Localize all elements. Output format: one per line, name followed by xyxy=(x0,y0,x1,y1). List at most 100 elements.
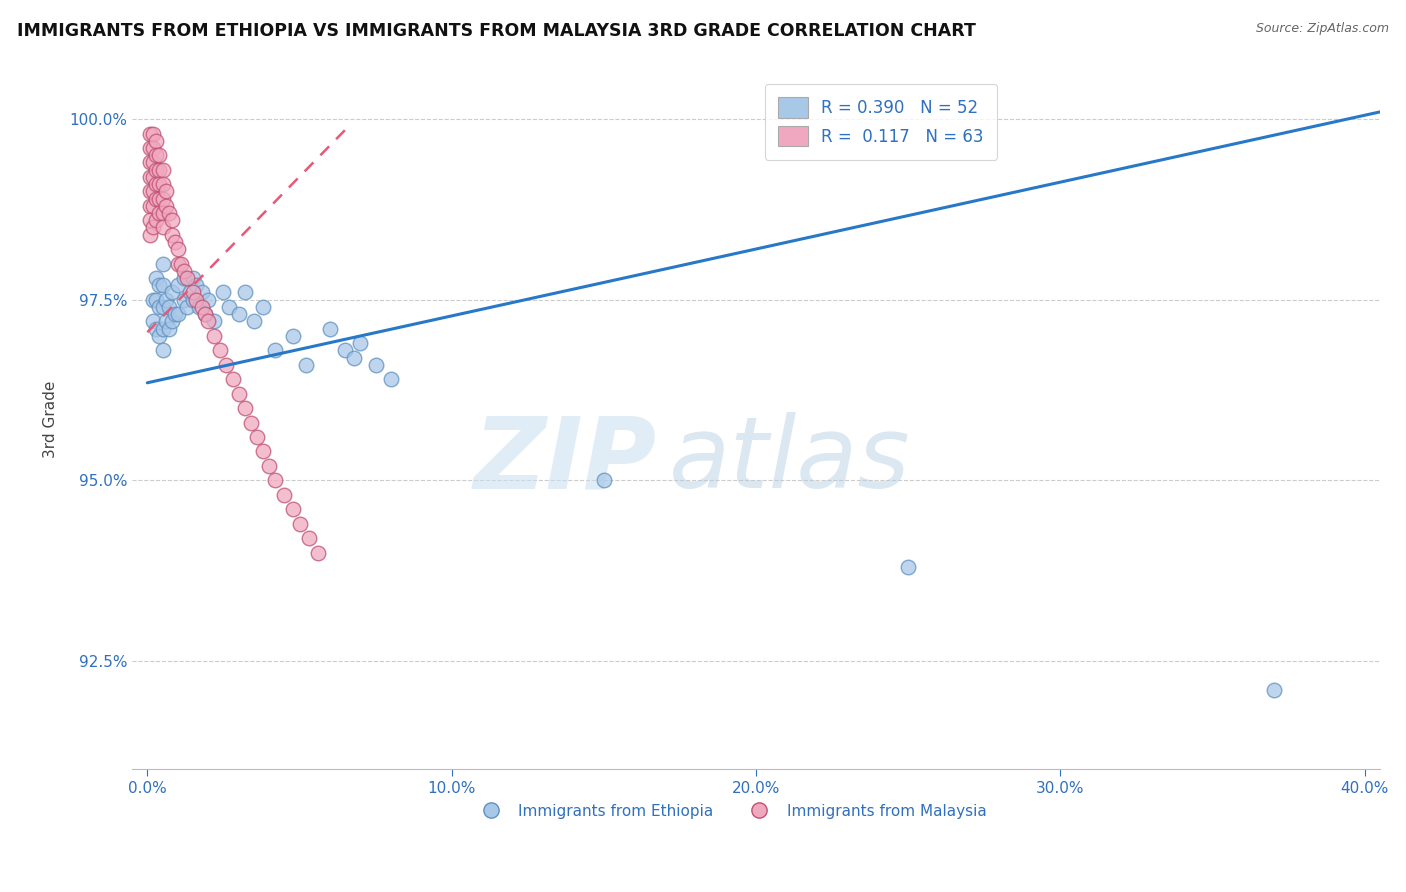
Point xyxy=(228,307,250,321)
Point xyxy=(233,401,256,415)
Point xyxy=(145,213,167,227)
Point xyxy=(233,285,256,300)
Point xyxy=(176,300,198,314)
Point xyxy=(191,285,214,300)
Point xyxy=(202,328,225,343)
Point xyxy=(142,127,165,141)
Point xyxy=(209,343,232,358)
Point xyxy=(239,416,262,430)
Point xyxy=(152,300,174,314)
Point xyxy=(145,148,167,162)
Point xyxy=(139,185,162,199)
Point xyxy=(142,220,165,235)
Point xyxy=(148,328,170,343)
Point xyxy=(166,256,188,270)
Point xyxy=(148,148,170,162)
Point xyxy=(139,169,162,184)
Point xyxy=(212,285,235,300)
Point xyxy=(148,162,170,177)
Point xyxy=(160,227,183,242)
Text: IMMIGRANTS FROM ETHIOPIA VS IMMIGRANTS FROM MALAYSIA 3RD GRADE CORRELATION CHART: IMMIGRANTS FROM ETHIOPIA VS IMMIGRANTS F… xyxy=(17,22,976,40)
Point xyxy=(148,300,170,314)
Point xyxy=(152,162,174,177)
Point xyxy=(148,206,170,220)
Point xyxy=(184,293,207,307)
Point xyxy=(152,177,174,191)
Point xyxy=(152,206,174,220)
Point xyxy=(380,372,402,386)
Point xyxy=(283,328,305,343)
Legend: Immigrants from Ethiopia, Immigrants from Malaysia: Immigrants from Ethiopia, Immigrants fro… xyxy=(470,797,993,825)
Point xyxy=(176,271,198,285)
Point xyxy=(197,314,219,328)
Point xyxy=(155,199,177,213)
Point xyxy=(145,192,167,206)
Point xyxy=(142,199,165,213)
Point xyxy=(221,372,243,386)
Point xyxy=(264,343,287,358)
Point xyxy=(188,300,211,314)
Point xyxy=(364,358,387,372)
Point xyxy=(288,516,311,531)
Point xyxy=(152,220,174,235)
Point xyxy=(160,314,183,328)
Point xyxy=(228,386,250,401)
Point xyxy=(179,285,201,300)
Point xyxy=(273,488,295,502)
Point xyxy=(142,293,165,307)
Point xyxy=(142,169,165,184)
Point xyxy=(283,502,305,516)
Point xyxy=(139,227,162,242)
Point xyxy=(319,321,342,335)
Point xyxy=(145,321,167,335)
Point xyxy=(155,314,177,328)
Point xyxy=(157,321,180,335)
Point xyxy=(593,473,616,487)
Point xyxy=(264,473,287,487)
Point xyxy=(157,206,180,220)
Text: Source: ZipAtlas.com: Source: ZipAtlas.com xyxy=(1256,22,1389,36)
Point xyxy=(157,300,180,314)
Point xyxy=(170,256,193,270)
Text: ZIP: ZIP xyxy=(474,412,657,509)
Point xyxy=(184,278,207,293)
Point xyxy=(298,531,321,545)
Point xyxy=(142,155,165,169)
Point xyxy=(202,314,225,328)
Point xyxy=(142,314,165,328)
Point xyxy=(160,213,183,227)
Point xyxy=(145,293,167,307)
Point xyxy=(1263,682,1285,697)
Point xyxy=(173,271,195,285)
Point xyxy=(349,336,371,351)
Point xyxy=(139,213,162,227)
Point xyxy=(152,321,174,335)
Point xyxy=(191,300,214,314)
Point xyxy=(294,358,316,372)
Point xyxy=(145,134,167,148)
Point xyxy=(343,351,366,365)
Point xyxy=(252,300,274,314)
Y-axis label: 3rd Grade: 3rd Grade xyxy=(44,380,58,458)
Point xyxy=(139,199,162,213)
Point xyxy=(148,177,170,191)
Point xyxy=(163,235,186,249)
Point xyxy=(181,271,204,285)
Point xyxy=(152,343,174,358)
Point xyxy=(243,314,266,328)
Text: atlas: atlas xyxy=(669,412,910,509)
Point xyxy=(152,278,174,293)
Point xyxy=(155,185,177,199)
Point xyxy=(307,545,329,559)
Point xyxy=(142,141,165,155)
Point xyxy=(139,155,162,169)
Point xyxy=(194,307,217,321)
Point xyxy=(181,293,204,307)
Point xyxy=(145,177,167,191)
Point xyxy=(246,430,269,444)
Point xyxy=(145,271,167,285)
Point xyxy=(166,242,188,256)
Point xyxy=(142,185,165,199)
Point xyxy=(163,307,186,321)
Point xyxy=(145,162,167,177)
